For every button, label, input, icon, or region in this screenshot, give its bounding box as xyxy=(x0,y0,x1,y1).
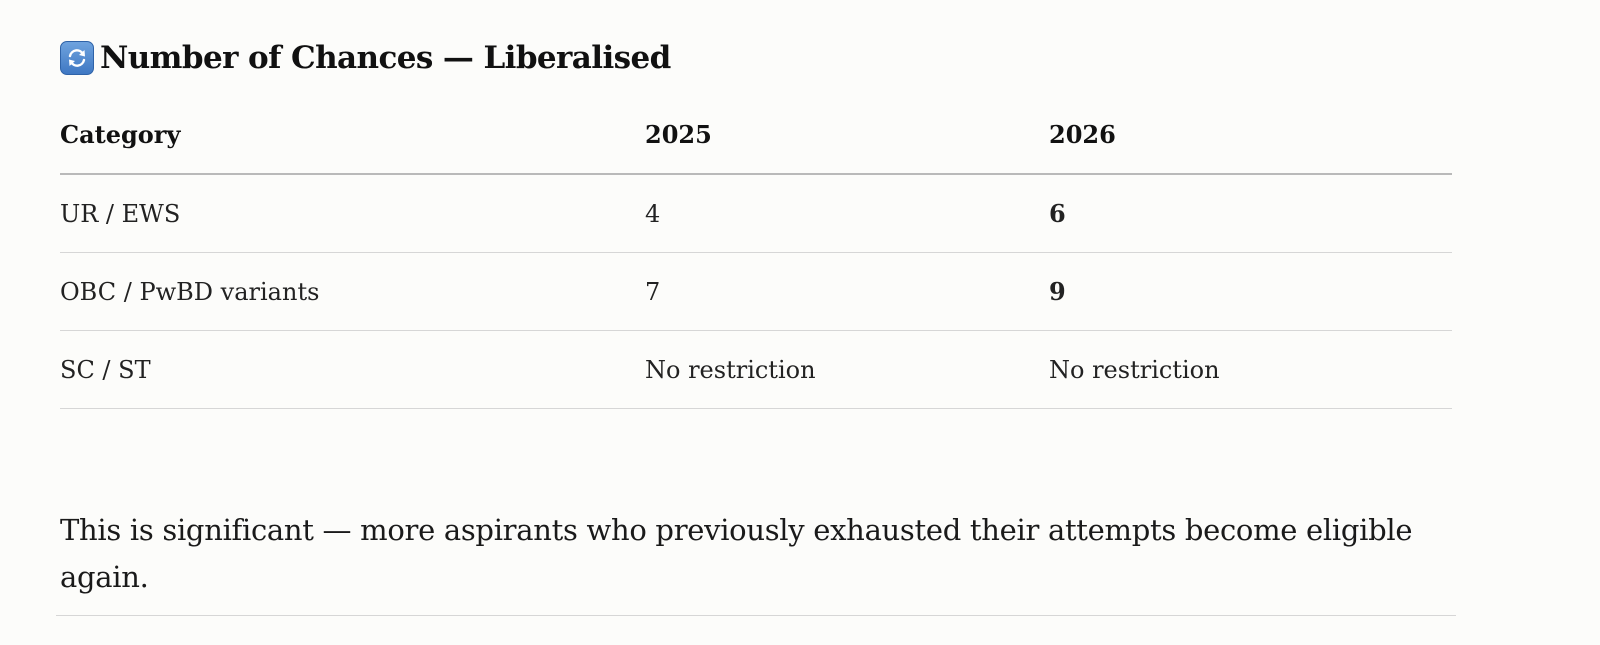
column-header-2025: 2025 xyxy=(645,96,1049,175)
section-title: Number of Chances — Liberalised xyxy=(100,40,671,76)
chances-2026-cell: 6 xyxy=(1049,174,1452,253)
table-header-row: Category 2025 2026 xyxy=(60,96,1452,175)
chances-2025-cell: 4 xyxy=(645,174,1049,253)
category-cell: SC / ST xyxy=(60,330,645,409)
refresh-icon xyxy=(60,41,94,75)
note-paragraph: This is significant — more aspirants who… xyxy=(60,513,1413,594)
table-row: OBC / PwBD variants 7 9 xyxy=(60,252,1452,331)
section-heading: Number of Chances — Liberalised xyxy=(60,34,671,82)
chances-2025-cell: 7 xyxy=(645,252,1049,331)
table-row: SC / ST No restriction No restriction xyxy=(60,330,1452,409)
table-row: UR / EWS 4 6 xyxy=(60,174,1452,253)
category-cell: OBC / PwBD variants xyxy=(60,252,645,331)
section-divider xyxy=(56,615,1456,616)
column-header-2026: 2026 xyxy=(1049,96,1452,175)
column-header-category: Category xyxy=(60,96,645,175)
chances-2025-cell: No restriction xyxy=(645,330,1049,409)
category-cell: UR / EWS xyxy=(60,174,645,253)
chances-2026-cell: No restriction xyxy=(1049,330,1452,409)
chances-2026-cell: 9 xyxy=(1049,252,1452,331)
chances-table: Category 2025 2026 UR / EWS 4 6 OBC / Pw… xyxy=(60,96,1452,409)
